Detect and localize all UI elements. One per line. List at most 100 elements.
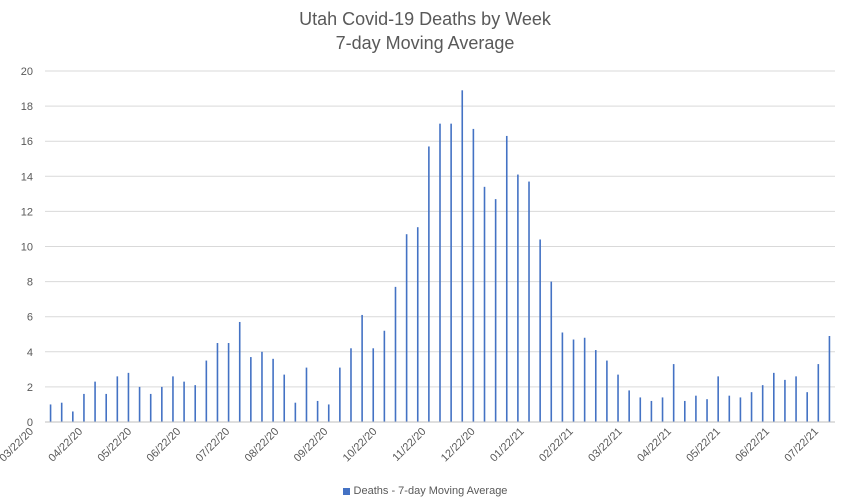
bar [517, 174, 519, 422]
bar [372, 348, 375, 422]
x-tick-label: 03/22/21 [586, 426, 625, 465]
y-tick-label: 4 [27, 347, 33, 359]
bar [828, 336, 831, 422]
bar [227, 343, 230, 422]
x-tick-label: 07/22/20 [194, 426, 233, 465]
bar [717, 376, 719, 422]
bar [405, 234, 408, 422]
bar [339, 367, 341, 422]
bar [205, 360, 208, 422]
bar [250, 357, 252, 422]
bar [706, 399, 708, 422]
bar [183, 381, 185, 422]
bar [550, 281, 553, 422]
bar [650, 400, 653, 422]
bar [49, 404, 52, 422]
x-tick-label: 06/22/20 [145, 426, 184, 465]
bar [505, 135, 508, 422]
chart-subtitle: 7-day Moving Average [335, 33, 515, 53]
bar [138, 386, 141, 422]
bar [272, 358, 274, 422]
bar [539, 239, 541, 422]
bar [116, 376, 119, 422]
bar [583, 337, 586, 422]
bar [483, 186, 486, 422]
bar [428, 146, 430, 422]
bar [216, 343, 219, 422]
bar [617, 374, 619, 422]
bar [261, 351, 263, 422]
bar [773, 372, 775, 422]
bar [795, 376, 797, 422]
x-tick-label: 05/22/20 [95, 426, 134, 465]
x-tick-label: 01/22/21 [488, 426, 527, 465]
bar [127, 372, 130, 422]
bar [761, 385, 764, 422]
bar [594, 350, 597, 422]
bar [394, 286, 397, 422]
bar [528, 181, 530, 422]
bars [49, 90, 831, 423]
x-tick-label: 10/22/20 [341, 426, 380, 465]
bar [94, 381, 96, 422]
bar [316, 400, 319, 422]
y-tick-label: 0 [27, 417, 33, 429]
bar [83, 393, 85, 422]
bar [806, 392, 808, 422]
y-tick-label: 12 [21, 206, 33, 218]
bar [161, 386, 163, 422]
bar [361, 314, 363, 422]
bar [572, 339, 575, 422]
bar [672, 364, 675, 422]
bar [383, 330, 386, 422]
x-tick-label: 07/22/21 [782, 426, 821, 465]
bar [327, 404, 330, 422]
legend-label: Deaths - 7-day Moving Average [353, 485, 508, 498]
x-tick-label: 05/22/21 [684, 426, 723, 465]
y-tick-label: 10 [21, 242, 33, 254]
bar [172, 376, 174, 422]
bar [817, 364, 820, 422]
x-tick-label: 02/22/21 [537, 426, 576, 465]
bar [661, 397, 664, 422]
bar [439, 123, 441, 423]
x-tick-label: 12/22/20 [439, 426, 478, 465]
bar [149, 393, 152, 422]
bar [606, 360, 608, 422]
bar [639, 397, 642, 422]
bar [294, 402, 297, 422]
y-tick-label: 8 [27, 277, 33, 289]
bar [238, 321, 241, 422]
x-tick-label: 04/22/21 [635, 426, 674, 465]
x-tick-label: 04/22/20 [46, 426, 85, 465]
chart-title: Utah Covid-19 Deaths by Week [299, 9, 551, 29]
bar [695, 395, 697, 422]
bar [194, 385, 197, 422]
x-tick-label: 11/22/20 [390, 426, 428, 464]
bar [105, 393, 107, 422]
y-tick-label: 14 [21, 171, 33, 183]
bar [305, 367, 308, 422]
x-tick-label: 09/22/20 [292, 426, 331, 465]
y-tick-label: 20 [21, 66, 33, 78]
bar [739, 397, 742, 422]
bar [628, 390, 630, 422]
bar [494, 199, 497, 422]
bar [450, 123, 452, 423]
bar [472, 128, 475, 423]
x-tick-label: 03/22/20 [0, 426, 36, 465]
legend-swatch [342, 487, 350, 495]
bar [416, 227, 419, 422]
bar [461, 90, 464, 423]
y-tick-label: 18 [21, 101, 33, 113]
bar [72, 411, 74, 422]
x-tick-label: 08/22/20 [243, 426, 282, 465]
x-tick-label: 06/22/21 [733, 426, 772, 465]
bar [60, 402, 63, 422]
bar [283, 374, 286, 422]
y-axis-ticks: 0 2 4 6 8 10 12 14 16 18 20 [21, 66, 33, 429]
bar [561, 332, 564, 422]
legend: Deaths - 7-day Moving Average [0, 485, 850, 497]
